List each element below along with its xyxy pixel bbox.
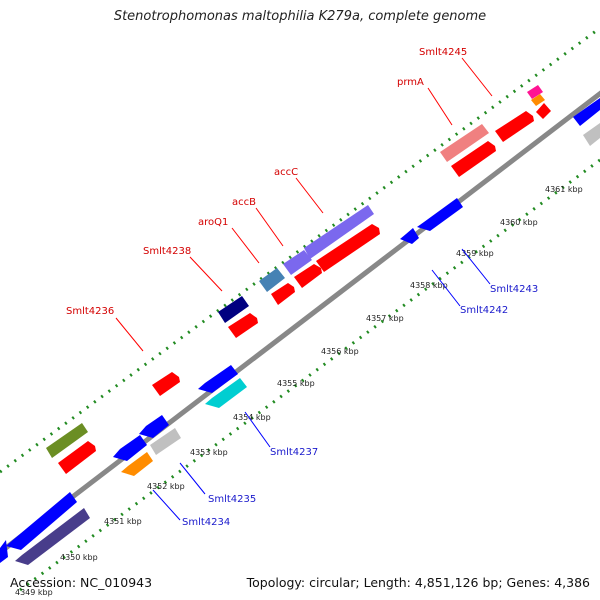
leader-line xyxy=(461,57,493,97)
leader-line xyxy=(255,207,284,247)
gene-arrow[interactable] xyxy=(152,372,180,396)
gene-arrow[interactable] xyxy=(283,250,312,275)
leader-line xyxy=(427,87,453,126)
gene-arrow[interactable] xyxy=(121,452,153,476)
upper-dotted-track xyxy=(0,26,600,474)
gene-arrow[interactable] xyxy=(536,103,551,119)
tick-label: 4353 kbp xyxy=(190,448,228,457)
gene-arrow[interactable] xyxy=(271,283,295,305)
tick-label: 4349 kbp xyxy=(15,588,53,597)
gene-arrow[interactable] xyxy=(46,423,88,458)
gene-label[interactable]: Smlt4243 xyxy=(490,284,538,295)
gene-label[interactable]: prmA xyxy=(397,77,424,88)
gene-arrow[interactable] xyxy=(198,365,238,393)
lower-dotted-track xyxy=(19,158,600,592)
leader-line xyxy=(189,256,223,292)
leader-line xyxy=(231,227,260,264)
tick-label: 4355 kbp xyxy=(277,379,315,388)
gene-arrow[interactable] xyxy=(113,435,147,461)
upper-gene-labels: Smlt4236 Smlt4238 aroQ1 accB accC prmA S… xyxy=(66,47,467,317)
kbp-tick-labels: 4349 kbp 4350 kbp 4351 kbp 4352 kbp 4353… xyxy=(15,185,583,597)
tick-label: 4356 kbp xyxy=(321,347,359,356)
label-leader-lines xyxy=(115,57,493,521)
leader-line xyxy=(179,462,206,495)
tick-label: 4352 kbp xyxy=(147,482,185,491)
gene-arrow[interactable] xyxy=(451,141,496,177)
gene-arrow[interactable] xyxy=(573,98,600,126)
tick-label: 4360 kbp xyxy=(500,218,538,227)
gene-arrow[interactable] xyxy=(527,85,543,99)
gene-arrow[interactable] xyxy=(139,415,169,438)
gene-arrow[interactable] xyxy=(316,224,380,272)
gene-arrow[interactable] xyxy=(400,228,419,244)
forward-strand-genes xyxy=(46,85,600,474)
gene-arrow[interactable] xyxy=(15,508,90,565)
gene-arrow[interactable] xyxy=(440,124,489,162)
tick-label: 4354 kbp xyxy=(233,413,271,422)
gene-arrow[interactable] xyxy=(294,264,322,288)
tick-label: 4357 kbp xyxy=(366,314,404,323)
gene-label[interactable]: Smlt4237 xyxy=(270,447,318,458)
map-title: Stenotrophomonas maltophilia K279a, comp… xyxy=(113,9,487,24)
accession-text: Accession: NC_010943 xyxy=(10,575,153,590)
gene-arrow[interactable] xyxy=(583,123,600,146)
gene-label[interactable]: Smlt4245 xyxy=(419,47,467,58)
leader-line xyxy=(244,411,271,448)
tick-label: 4359 kbp xyxy=(456,249,494,258)
gene-arrow[interactable] xyxy=(218,296,249,323)
gene-label[interactable]: Smlt4235 xyxy=(208,494,256,505)
gene-arrow[interactable] xyxy=(6,492,77,550)
gene-arrow[interactable] xyxy=(228,313,258,338)
genome-backbone xyxy=(0,90,600,556)
gene-arrow[interactable] xyxy=(304,205,374,259)
genome-summary-text: Topology: circular; Length: 4,851,126 bp… xyxy=(246,575,590,590)
gene-arrow[interactable] xyxy=(531,94,545,106)
leader-line xyxy=(115,317,144,352)
gene-label[interactable]: accB xyxy=(232,197,256,208)
gene-arrow[interactable] xyxy=(58,441,96,474)
leader-line xyxy=(431,269,461,307)
tick-label: 4351 kbp xyxy=(104,517,142,526)
gene-arrow[interactable] xyxy=(205,378,247,408)
gene-label[interactable]: accC xyxy=(274,167,298,178)
leader-line xyxy=(295,177,324,214)
tick-label: 4361 kbp xyxy=(545,185,583,194)
gene-arrow[interactable] xyxy=(0,540,8,563)
gene-label[interactable]: Smlt4234 xyxy=(182,517,230,528)
tick-label: 4350 kbp xyxy=(60,553,98,562)
leader-line xyxy=(152,489,181,521)
gene-label[interactable]: aroQ1 xyxy=(198,217,228,228)
tick-label: 4358 kbp xyxy=(410,281,448,290)
gene-arrow[interactable] xyxy=(417,198,463,231)
gene-arrow[interactable] xyxy=(150,428,181,455)
gene-arrow[interactable] xyxy=(259,268,285,292)
gene-label[interactable]: Smlt4242 xyxy=(460,305,508,316)
lower-gene-labels: Smlt4234 Smlt4235 Smlt4237 Smlt4242 Smlt… xyxy=(182,284,538,528)
gene-label[interactable]: Smlt4236 xyxy=(66,306,114,317)
gene-arrow[interactable] xyxy=(495,111,534,142)
leader-line xyxy=(461,248,491,285)
gene-label[interactable]: Smlt4238 xyxy=(143,246,191,257)
reverse-strand-genes xyxy=(0,198,463,565)
